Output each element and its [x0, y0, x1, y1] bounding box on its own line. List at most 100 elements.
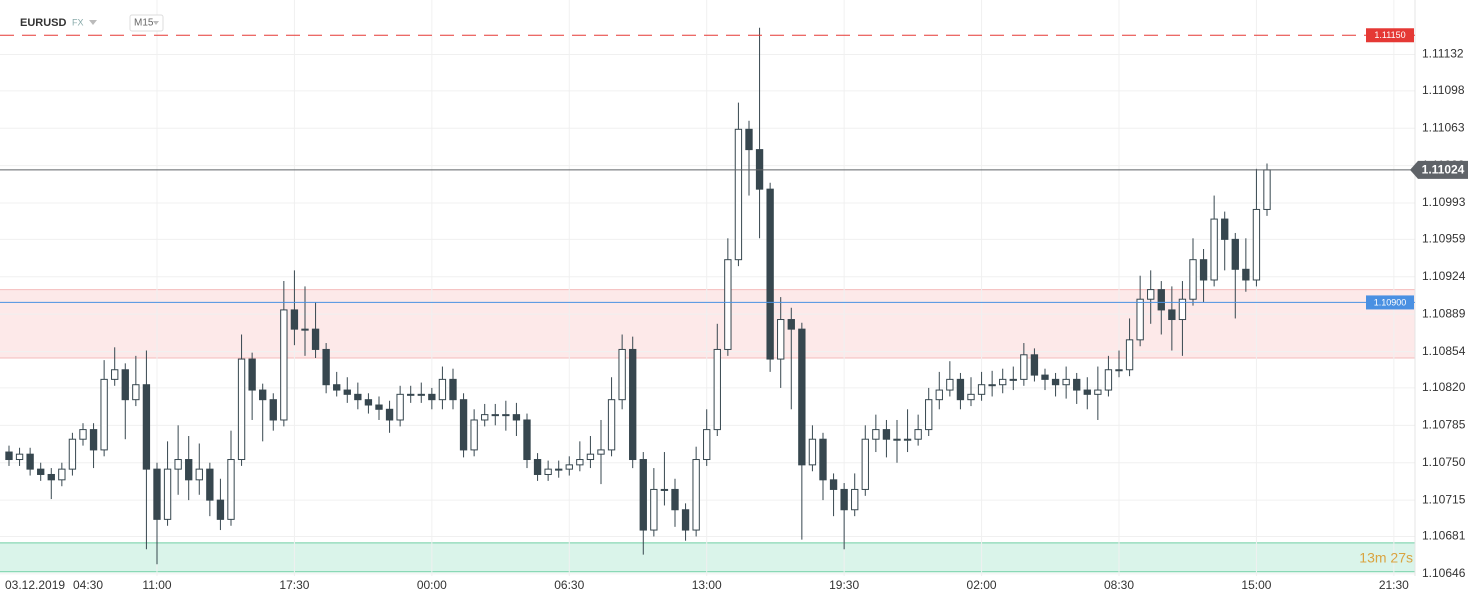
candle-body	[1115, 369, 1123, 372]
candle-body	[1094, 389, 1102, 395]
candle-body	[301, 328, 309, 331]
candle-body	[639, 459, 647, 531]
candle-body	[946, 378, 954, 391]
level-label-box	[1366, 295, 1414, 310]
candle-body	[121, 369, 129, 401]
candle-body	[925, 399, 933, 431]
candle-body	[512, 414, 521, 421]
candle-body	[882, 429, 891, 440]
candle-body	[755, 149, 764, 190]
y-tick-label: 1.10993	[1422, 195, 1466, 209]
candle-body	[523, 419, 531, 461]
candle-body	[1157, 289, 1165, 311]
candle-body	[227, 459, 235, 520]
candle-body	[111, 369, 119, 380]
candle-body	[1083, 389, 1091, 395]
level-label: 1.11150	[1374, 30, 1405, 40]
candle-body	[798, 328, 806, 466]
candle-body	[914, 429, 922, 440]
candle-body	[163, 468, 172, 520]
candle-body	[724, 259, 732, 350]
candle-body	[713, 348, 721, 431]
candle-body	[1231, 238, 1239, 270]
candle-body	[555, 468, 563, 471]
candle-body	[449, 378, 457, 401]
y-tick-label: 1.10889	[1422, 306, 1466, 320]
y-tick-label: 1.10715	[1422, 492, 1466, 506]
candle-body	[1062, 378, 1070, 386]
candle-body	[671, 488, 679, 511]
dropdown-arrow[interactable]	[89, 20, 97, 25]
candle-body	[967, 393, 975, 401]
candle-body	[322, 348, 330, 386]
candle-body	[692, 459, 700, 531]
candle-body	[481, 414, 489, 421]
candle-body	[259, 389, 267, 401]
x-tick-label: 11:00	[142, 578, 171, 592]
candle-body	[872, 429, 880, 440]
symbol[interactable]: EURUSD	[20, 17, 67, 29]
candle-body	[629, 348, 637, 461]
y-tick-label: 1.10924	[1422, 269, 1466, 283]
level-label-box	[1366, 28, 1414, 43]
candle-body	[333, 384, 341, 391]
candle-body	[470, 419, 478, 451]
candle-body	[607, 399, 616, 451]
candle-body	[660, 488, 669, 491]
candle-body	[153, 468, 161, 520]
x-tick-label: 19:30	[829, 578, 859, 592]
start-date: 03.12.2019	[5, 578, 65, 592]
y-tick-label: 1.11063	[1422, 120, 1465, 134]
x-tick-label: 13:00	[692, 578, 722, 592]
candle-body	[269, 399, 277, 421]
x-tick-label: 02:00	[967, 578, 997, 592]
candle-body	[1051, 378, 1060, 386]
candle-body	[533, 459, 542, 475]
candle-body	[861, 438, 869, 490]
x-tick-label: 06:30	[554, 578, 584, 592]
candle-body	[290, 309, 299, 330]
y-tick-label: 1.11132	[1422, 47, 1464, 61]
y-tick-label: 1.10750	[1422, 455, 1466, 469]
candle-body	[407, 393, 415, 396]
x-tick-label: 15:00	[1241, 578, 1271, 592]
zone	[0, 542, 1415, 572]
candle-body	[819, 438, 827, 481]
y-tick-label: 1.10854	[1422, 344, 1466, 358]
current-price-box	[1410, 160, 1468, 179]
candle-body	[1104, 369, 1113, 391]
candle-body	[248, 358, 256, 391]
candle-body	[37, 468, 45, 475]
candle-body	[417, 393, 425, 396]
candle-body	[185, 459, 193, 481]
candle-body	[1189, 259, 1197, 300]
candle-body	[956, 378, 965, 401]
candle-body	[15, 453, 24, 461]
candle-body	[354, 393, 362, 401]
candle-body	[851, 488, 859, 511]
candle-body	[100, 378, 108, 451]
candle-body	[999, 378, 1007, 386]
candle-body	[89, 429, 98, 451]
level-label: 1.10900	[1374, 297, 1407, 307]
candle-body	[459, 399, 468, 451]
candle-body	[280, 309, 288, 421]
dropdown-arrow	[153, 21, 159, 25]
x-tick-label: 21:30	[1379, 578, 1409, 592]
candle-body	[47, 473, 55, 481]
candle-body	[787, 319, 795, 330]
candle-body	[808, 438, 817, 466]
candle-body	[1041, 374, 1049, 380]
candle-body	[142, 384, 151, 470]
timeframe-box[interactable]	[129, 14, 164, 32]
timeframe[interactable]: M15	[134, 18, 154, 29]
candle-body	[1199, 259, 1208, 281]
candle-body	[1073, 378, 1081, 391]
candle-body	[777, 319, 785, 360]
market: FX	[72, 17, 84, 27]
candle-body	[565, 464, 573, 470]
y-tick-label: 1.10959	[1422, 232, 1466, 246]
candle-body	[745, 128, 753, 151]
